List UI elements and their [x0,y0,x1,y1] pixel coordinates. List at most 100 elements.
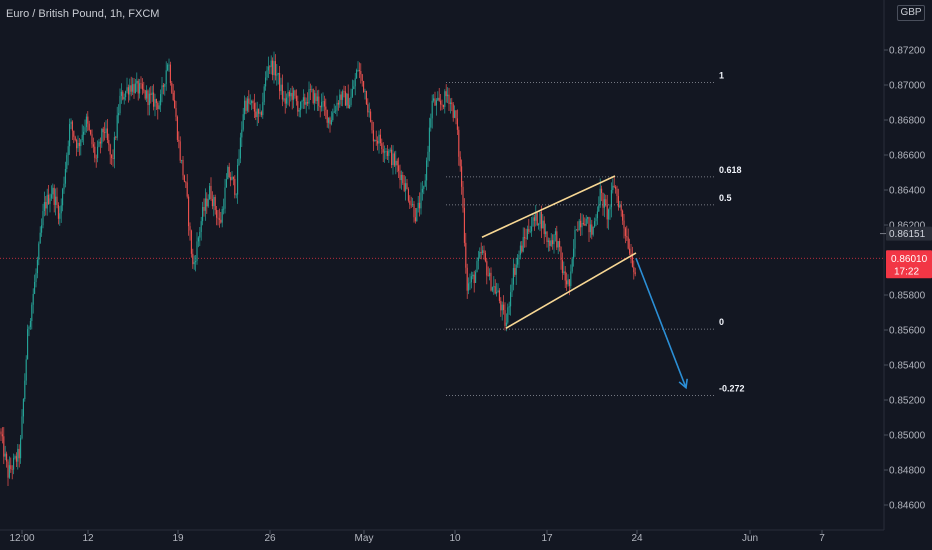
currency-badge[interactable]: GBP [897,5,925,21]
candle-body [497,290,499,292]
candle-body [260,112,262,116]
candle-body [34,282,36,294]
candle-body [249,103,251,104]
candle-body [617,196,619,208]
candle-body [92,144,94,147]
candle-body [584,224,586,226]
candle-body [630,253,632,256]
candle-body [518,254,520,258]
candle-body [120,91,122,96]
candle-body [176,116,178,140]
candle-body [473,274,475,283]
fib-level-label: 0.5 [719,193,732,203]
candle-body [255,111,257,118]
candle-body [519,245,521,255]
candle-body [263,86,265,103]
candle-body [599,188,601,206]
candle-body [217,217,219,219]
candle-body [284,98,286,104]
candle-body [479,251,481,258]
candle-body [330,120,332,125]
candle-body [137,80,139,94]
candle-body [211,199,213,207]
candle-body [35,273,37,283]
candle-body [451,102,453,105]
candle-body [112,158,114,159]
candle-body [515,264,517,275]
channel-upper-line[interactable] [481,175,616,238]
candle-body [539,212,541,225]
candle-body [18,448,20,459]
candle-body [463,207,465,243]
candle-body [133,84,135,94]
projection-arrow-line[interactable] [635,257,687,389]
candle-body [256,108,258,118]
y-tick-label: 0.84600 [889,501,926,512]
candle-body [232,176,234,179]
candle-body [234,178,236,195]
candle-body [507,307,509,323]
candle-body [571,258,573,272]
candle-body [536,212,538,226]
candle-body [52,187,54,195]
candle-body [594,221,596,227]
candle-body [603,199,605,208]
candle-body [251,100,253,104]
candle-body [522,237,524,252]
candle-body [6,453,8,462]
candle-body [361,74,363,81]
candle-body [588,217,590,233]
candle-body [248,98,250,104]
candle-body [525,238,527,239]
candle-body [200,221,202,232]
candle-body [325,106,327,110]
candle-body [224,187,226,209]
candle-body [27,329,29,360]
candle-body [608,209,610,220]
candle-body [521,245,523,252]
candle-body [14,456,16,458]
candle-body [468,283,470,291]
current-price-tag [886,250,932,279]
bid-price-label: 0.86151 [889,229,926,240]
candle-body [386,151,388,156]
candle-body [158,105,160,110]
candle-body [185,181,187,183]
candle-body [389,149,391,151]
candle-body [165,70,167,84]
candle-body [105,128,107,133]
candle-body [487,275,489,277]
candle-body [561,260,563,273]
candle-body [146,90,148,99]
candle-body [577,229,579,231]
channel-lower-line[interactable] [505,252,637,329]
candles-group [0,51,636,486]
candle-body [545,231,547,235]
candle-body [127,87,129,95]
candle-body [342,91,344,100]
candle-body [113,137,115,159]
candle-body [353,86,355,89]
candle-body [605,199,607,205]
candle-body [90,129,92,135]
candle-body [349,105,351,109]
candle-body [405,183,407,191]
candle-body [189,226,191,231]
candle-body [351,88,353,97]
candle-body [578,220,580,231]
candle-body [629,248,631,254]
candle-body [493,286,495,288]
candle-body [543,220,545,235]
candle-body [108,139,110,145]
candle-body [227,166,229,180]
candle-body [554,231,556,235]
candle-body [77,142,79,149]
candle-body [419,202,421,209]
candle-body [87,116,89,124]
candle-body [337,102,339,105]
candle-body [454,110,456,118]
candle-body [71,121,73,131]
candle-body [363,80,365,92]
candle-body [218,218,220,220]
